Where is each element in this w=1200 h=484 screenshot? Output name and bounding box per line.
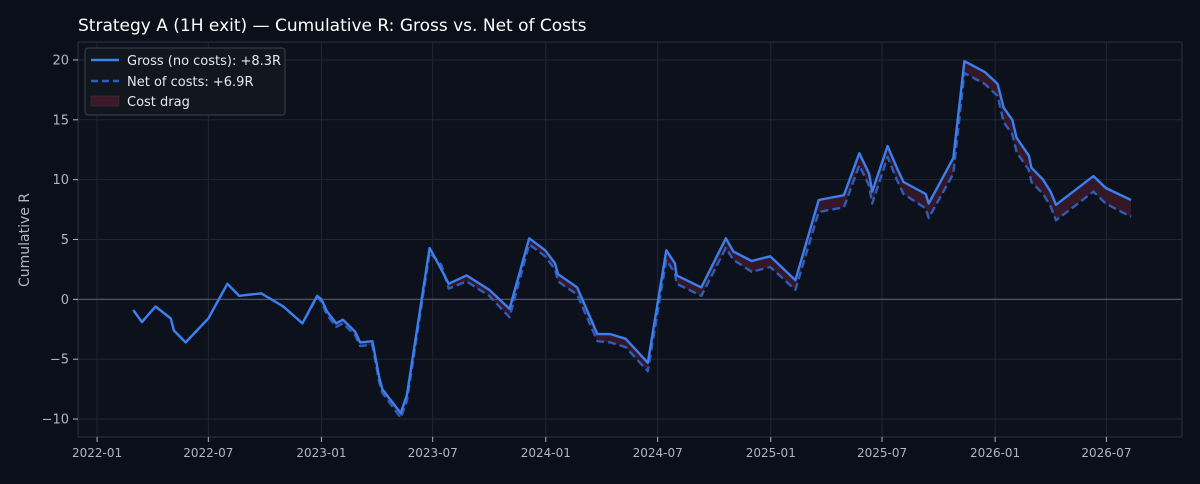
y-tick-label: 5 xyxy=(61,233,69,248)
x-tick-label: 2025-07 xyxy=(857,446,907,460)
y-tick-label: −5 xyxy=(50,353,69,368)
y-axis: −10 −5 0 5 10 15 20 xyxy=(42,53,78,428)
y-tick-label: −10 xyxy=(42,413,69,428)
x-tick-label: 2022-07 xyxy=(183,446,233,460)
x-tick-label: 2026-01 xyxy=(970,446,1020,460)
y-axis-label: Cumulative R xyxy=(17,193,33,287)
legend-cost-label: Cost drag xyxy=(127,95,190,110)
legend-gross-label: Gross (no costs): +8.3R xyxy=(127,54,281,69)
x-tick-label: 2025-01 xyxy=(746,446,796,460)
legend-cost-swatch xyxy=(90,95,120,107)
y-tick-label: 0 xyxy=(61,293,69,308)
x-tick-label: 2024-07 xyxy=(633,446,683,460)
legend-box xyxy=(84,47,286,116)
y-tick-label: 10 xyxy=(52,173,69,188)
y-tick-label: 20 xyxy=(52,53,69,68)
legend-net-label: Net of costs: +6.9R xyxy=(127,75,253,90)
x-tick-label: 2024-01 xyxy=(521,446,571,460)
x-tick-label: 2023-07 xyxy=(408,446,458,460)
x-tick-label: 2022-01 xyxy=(72,446,122,460)
series-layer xyxy=(132,60,1132,419)
y-tick-label: 15 xyxy=(52,113,69,128)
x-axis: 2022-01 2022-07 2023-01 2023-07 2024-01 2024-… xyxy=(72,437,1131,460)
series-line-gross xyxy=(132,60,1132,415)
legend: Gross (no costs): +8.3R Net of costs: +6… xyxy=(84,47,286,116)
chart-title: Strategy A (1H exit) — Cumulative R: Gro… xyxy=(78,16,587,36)
x-tick-label: 2023-01 xyxy=(296,446,346,460)
x-tick-label: 2026-07 xyxy=(1081,446,1131,460)
